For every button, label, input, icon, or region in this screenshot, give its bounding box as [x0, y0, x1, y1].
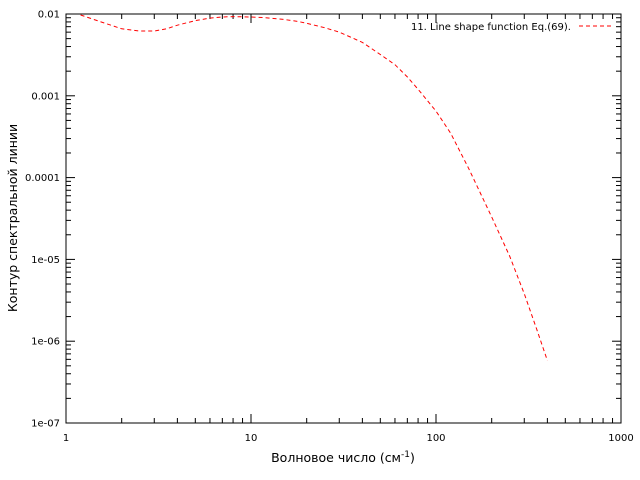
y-tick-label: 0.01	[38, 10, 60, 21]
y-tick-label: 0.0001	[25, 173, 60, 184]
x-tick-label: 1000	[608, 433, 633, 444]
x-tick-label: 100	[426, 433, 445, 444]
y-tick-label: 1e-07	[31, 419, 60, 430]
series-layer	[80, 14, 548, 361]
x-axis-label-superscript: -1	[401, 450, 410, 460]
x-axis-label: Волновое число (см-1)	[271, 450, 415, 465]
plot-frame	[65, 13, 622, 424]
x-tick-label: 10	[245, 433, 258, 444]
axis-ticks: 1 10 100 1000 1e-07 1e-06 1e-05 0.0001 0.001 0.01	[25, 10, 634, 445]
x-tick-label: 1	[63, 433, 69, 444]
series-line	[80, 14, 548, 361]
legend: 11. Line shape function Eq.(69).	[411, 22, 611, 33]
legend-label: 11. Line shape function Eq.(69).	[411, 22, 571, 33]
y-tick-label: 1e-05	[31, 255, 60, 266]
y-tick-label: 0.001	[31, 91, 60, 102]
y-tick-label: 1e-06	[31, 337, 60, 348]
y-axis-label: Контур спектральной линии	[5, 124, 20, 312]
